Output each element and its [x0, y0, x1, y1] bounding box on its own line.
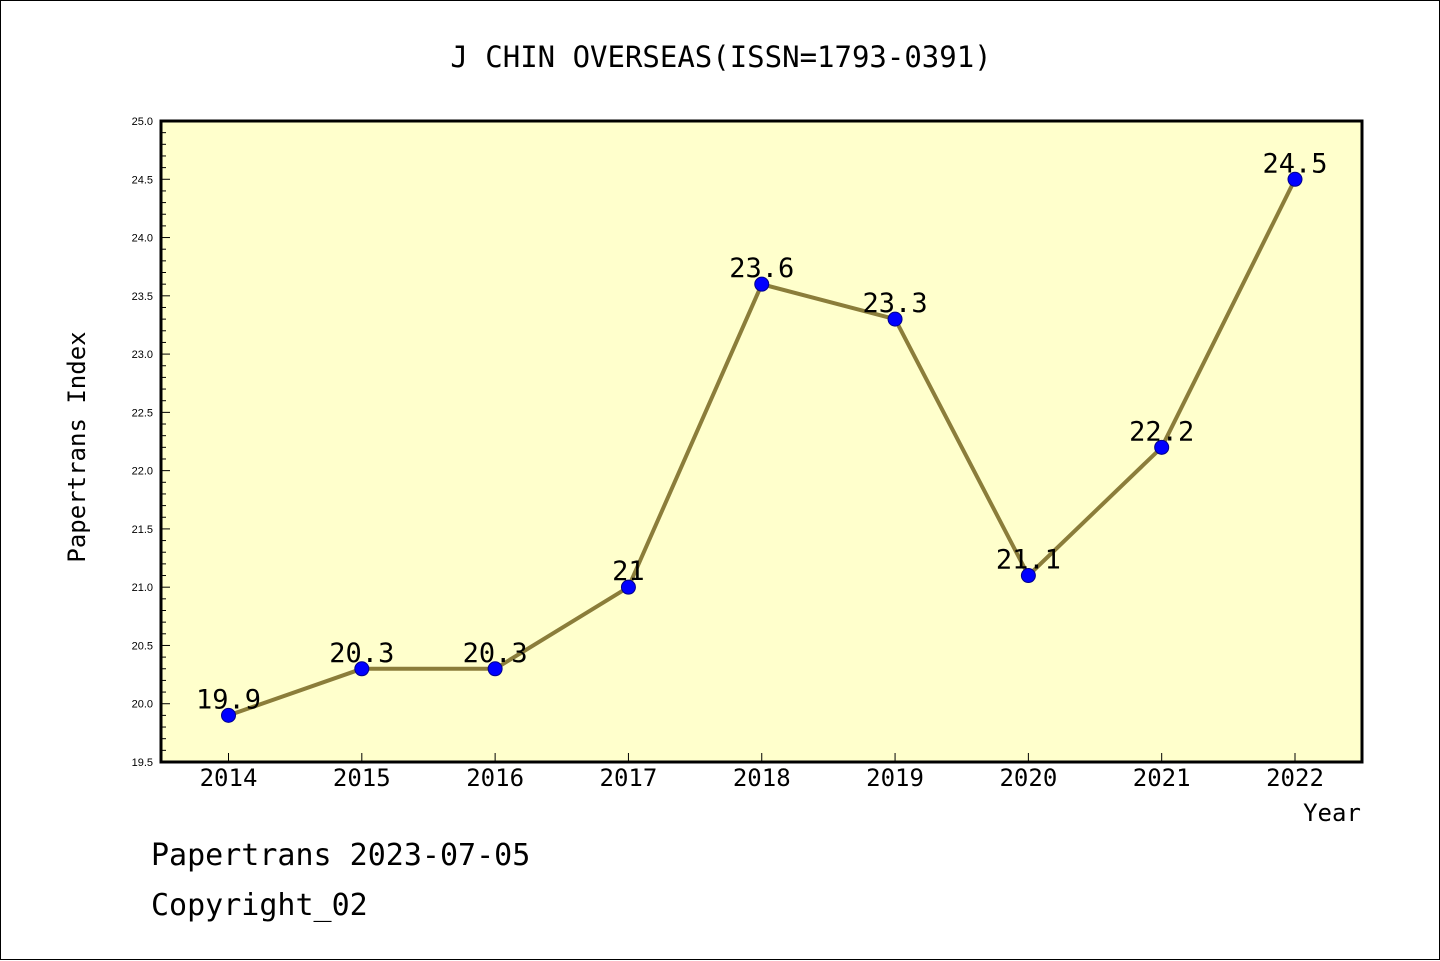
data-point-marker: [1020, 568, 1036, 584]
data-label: 24.5: [1262, 148, 1327, 179]
x-tick-label: 2020: [999, 764, 1057, 792]
x-tick-label: 2021: [1133, 764, 1191, 792]
data-label: 23.3: [863, 288, 928, 319]
y-tick-label: 19.5: [132, 757, 153, 769]
data-point-marker: [1287, 171, 1303, 187]
y-tick-label: 25.0: [132, 116, 153, 128]
data-point-marker: [221, 707, 236, 723]
data-point-marker: [754, 276, 770, 292]
y-tick-label: 21.0: [132, 582, 153, 594]
x-tick-label: 2022: [1266, 764, 1324, 792]
x-tick-label: 2017: [600, 764, 658, 792]
data-label: 19.9: [196, 684, 261, 715]
x-axis-label: Year: [1303, 799, 1361, 827]
series-line-group: 19.9 20.3 20.3 21 23.6 23.3 21.1 22.2 24.5: [196, 148, 1328, 723]
data-point-marker: [1154, 439, 1170, 455]
data-label: 21.1: [996, 545, 1061, 576]
y-tick-label: 24.0: [132, 233, 153, 245]
x-tick-label: 2018: [733, 764, 791, 792]
x-tick-label: 2019: [866, 764, 924, 792]
y-tick-label: 21.5: [132, 524, 153, 536]
y-tick-label: 22.5: [132, 407, 153, 419]
y-tick-label: 20.0: [132, 699, 153, 711]
x-axis: 2014 2015 2016 2017 2018 2019 2020 2021 2022: [200, 753, 1324, 792]
x-tick-label: 2014: [200, 764, 258, 792]
footer-copyright-text: Copyright_02: [151, 888, 368, 923]
data-point-marker: [887, 311, 903, 327]
x-tick-label: 2015: [333, 764, 391, 792]
x-tick-label: 2016: [466, 764, 524, 792]
data-point-marker: [354, 661, 370, 677]
footer-date-text: Papertrans 2023-07-05: [151, 838, 530, 873]
data-label: 20.3: [329, 638, 394, 669]
y-axis-label: Papertrans Index: [63, 331, 91, 562]
y-tick-label: 22.0: [132, 466, 153, 478]
data-label: 22.2: [1129, 416, 1194, 447]
y-tick-label: 20.5: [132, 640, 153, 652]
data-label: 23.6: [729, 253, 794, 284]
y-tick-label: 23.0: [132, 349, 153, 361]
chart-title: J CHIN OVERSEAS(ISSN=1793-0391): [450, 40, 991, 74]
y-tick-label: 24.5: [132, 174, 153, 186]
data-label: 20.3: [463, 638, 528, 669]
plot-border: [159, 119, 1364, 764]
data-label: 21: [612, 556, 645, 587]
y-tick-label: 23.5: [132, 291, 153, 303]
data-point-marker: [620, 579, 636, 595]
data-point-marker: [487, 661, 503, 677]
